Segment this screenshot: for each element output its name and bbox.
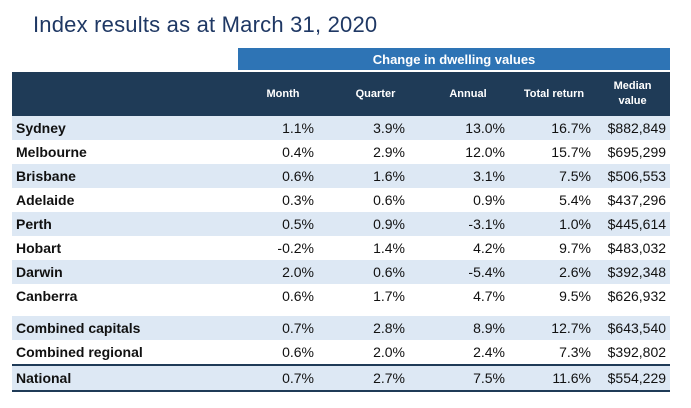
- region-cell: Combined capitals: [12, 316, 238, 340]
- group-header-row: Change in dwelling values: [12, 48, 671, 71]
- quarter-cell: 2.9%: [328, 140, 423, 164]
- region-cell: Combined regional: [12, 340, 238, 365]
- table-row: Canberra 0.6% 1.7% 4.7% 9.5% $626,932: [12, 284, 671, 308]
- quarter-cell: 0.9%: [328, 212, 423, 236]
- median-cell: $392,802: [595, 340, 671, 365]
- annual-cell: 0.9%: [423, 188, 513, 212]
- quarter-cell: 0.6%: [328, 188, 423, 212]
- month-cell: 0.4%: [238, 140, 328, 164]
- median-cell: $626,932: [595, 284, 671, 308]
- column-header-row: Month Quarter Annual Total return Median…: [12, 70, 671, 116]
- page-title: Index results as at March 31, 2020: [33, 12, 378, 37]
- quarter-cell: 2.8%: [328, 316, 423, 340]
- annual-column-header: Annual: [423, 70, 513, 116]
- total-return-cell: 15.7%: [513, 140, 595, 164]
- month-cell: 0.7%: [238, 364, 328, 392]
- region-column-header: [12, 70, 238, 116]
- region-cell: Adelaide: [12, 188, 238, 212]
- median-cell: $483,032: [595, 236, 671, 260]
- median-cell: $554,229: [595, 364, 671, 392]
- quarter-cell: 1.7%: [328, 284, 423, 308]
- total-return-cell: 2.6%: [513, 260, 595, 284]
- group-header: Change in dwelling values: [238, 48, 671, 71]
- table-row: Adelaide 0.3% 0.6% 0.9% 5.4% $437,296: [12, 188, 671, 212]
- median-value-column-header: Median value: [595, 70, 671, 116]
- quarter-cell: 0.6%: [328, 260, 423, 284]
- annual-cell: 4.7%: [423, 284, 513, 308]
- quarter-cell: 1.4%: [328, 236, 423, 260]
- region-cell: Brisbane: [12, 164, 238, 188]
- total-return-cell: 9.7%: [513, 236, 595, 260]
- total-return-cell: 5.4%: [513, 188, 595, 212]
- region-cell: Sydney: [12, 116, 238, 140]
- annual-cell: -5.4%: [423, 260, 513, 284]
- region-cell: Canberra: [12, 284, 238, 308]
- annual-cell: 13.0%: [423, 116, 513, 140]
- month-cell: 0.6%: [238, 164, 328, 188]
- median-cell: $392,348: [595, 260, 671, 284]
- quarter-cell: 3.9%: [328, 116, 423, 140]
- group-header-spacer: [12, 48, 238, 71]
- table-row: Combined capitals 0.7% 2.8% 8.9% 12.7% $643,5…: [12, 316, 671, 340]
- month-column-header: Month: [238, 70, 328, 116]
- month-cell: 0.6%: [238, 284, 328, 308]
- month-cell: 0.7%: [238, 316, 328, 340]
- annual-cell: -3.1%: [423, 212, 513, 236]
- table-row: Perth 0.5% 0.9% -3.1% 1.0% $445,614: [12, 212, 671, 236]
- total-return-cell: 9.5%: [513, 284, 595, 308]
- month-cell: -0.2%: [238, 236, 328, 260]
- region-cell: Darwin: [12, 260, 238, 284]
- month-cell: 0.3%: [238, 188, 328, 212]
- quarter-cell: 2.0%: [328, 340, 423, 365]
- region-cell: Hobart: [12, 236, 238, 260]
- total-return-cell: 7.3%: [513, 340, 595, 365]
- total-return-column-header: Total return: [513, 70, 595, 116]
- region-cell: Melbourne: [12, 140, 238, 164]
- table-row: Brisbane 0.6% 1.6% 3.1% 7.5% $506,553: [12, 164, 671, 188]
- table-row: Combined regional 0.6% 2.0% 2.4% 7.3% $392,80…: [12, 340, 671, 365]
- table-row: Darwin 2.0% 0.6% -5.4% 2.6% $392,348: [12, 260, 671, 284]
- table-row: Sydney 1.1% 3.9% 13.0% 16.7% $882,849: [12, 116, 671, 140]
- total-return-cell: 16.7%: [513, 116, 595, 140]
- total-return-cell: 1.0%: [513, 212, 595, 236]
- region-cell: National: [12, 364, 238, 392]
- annual-cell: 2.4%: [423, 340, 513, 365]
- total-return-cell: 12.7%: [513, 316, 595, 340]
- group-spacer-row: [12, 308, 671, 316]
- month-cell: 0.5%: [238, 212, 328, 236]
- median-cell: $437,296: [595, 188, 671, 212]
- annual-cell: 12.0%: [423, 140, 513, 164]
- quarter-cell: 2.7%: [328, 364, 423, 392]
- median-header-line-2: value: [618, 95, 647, 107]
- median-header-line-1: Median: [613, 80, 652, 92]
- median-cell: $695,299: [595, 140, 671, 164]
- region-cell: Perth: [12, 212, 238, 236]
- table-row: Hobart -0.2% 1.4% 4.2% 9.7% $483,032: [12, 236, 671, 260]
- total-return-cell: 7.5%: [513, 164, 595, 188]
- quarter-column-header: Quarter: [328, 70, 423, 116]
- total-return-cell: 11.6%: [513, 364, 595, 392]
- month-cell: 1.1%: [238, 116, 328, 140]
- median-cell: $506,553: [595, 164, 671, 188]
- table-row: National 0.7% 2.7% 7.5% 11.6% $554,229: [12, 364, 671, 392]
- annual-cell: 7.5%: [423, 364, 513, 392]
- median-cell: $882,849: [595, 116, 671, 140]
- median-cell: $445,614: [595, 212, 671, 236]
- month-cell: 2.0%: [238, 260, 328, 284]
- median-cell: $643,540: [595, 316, 671, 340]
- index-results-table: Change in dwelling values Month Quarter …: [12, 48, 671, 392]
- annual-cell: 8.9%: [423, 316, 513, 340]
- table-row: Melbourne 0.4% 2.9% 12.0% 15.7% $695,299: [12, 140, 671, 164]
- spacer-cell: [12, 308, 671, 316]
- month-cell: 0.6%: [238, 340, 328, 365]
- annual-cell: 3.1%: [423, 164, 513, 188]
- quarter-cell: 1.6%: [328, 164, 423, 188]
- annual-cell: 4.2%: [423, 236, 513, 260]
